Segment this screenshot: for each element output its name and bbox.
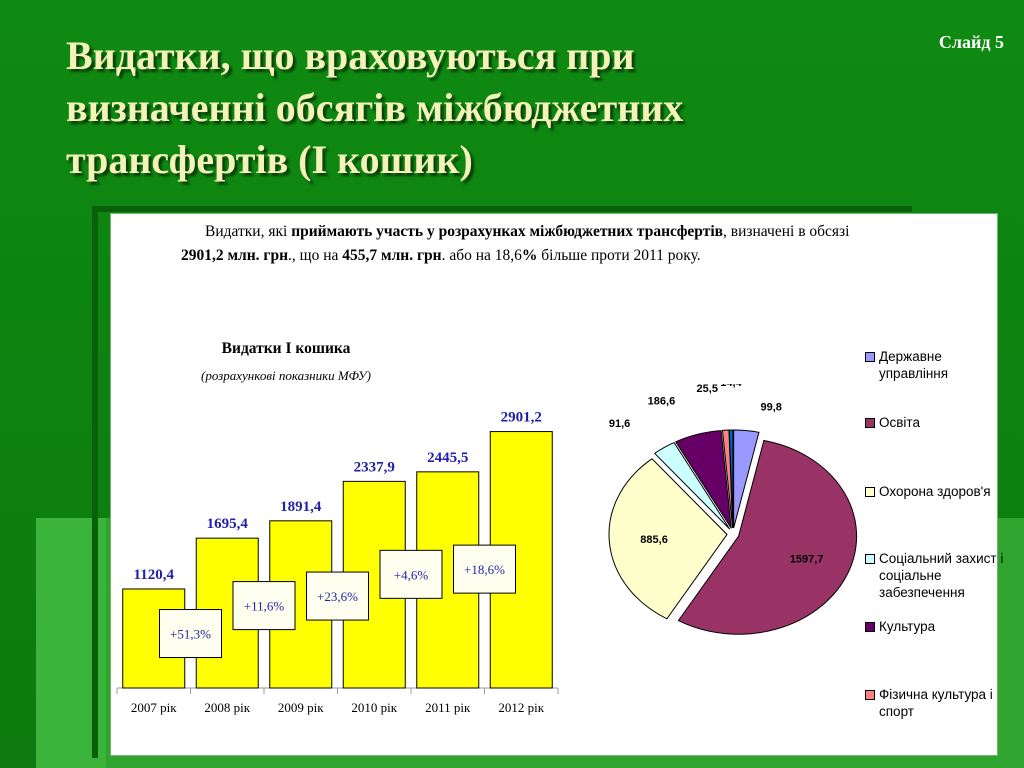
- pie-slice-label: 186,6: [648, 396, 676, 408]
- growth-box: [306, 571, 369, 621]
- intro-bold-1: приймають участь у розрахунках міжбюджет…: [291, 223, 724, 240]
- intro-paragraph: Видатки, які приймають участь у розрахун…: [181, 220, 881, 268]
- pie-slice-label: 885,6: [640, 534, 668, 546]
- legend-item-sport: Фізична культура і спорт: [865, 686, 1009, 720]
- bar-value-label: 1120,4: [134, 567, 175, 583]
- pie-slice: [733, 429, 760, 529]
- growth-label: +18,6%: [464, 562, 505, 577]
- bar-chart-subtitle: (розрахункові показники МФУ): [201, 368, 371, 383]
- intro-bold-amount: 2901,2 млн. грн: [181, 247, 289, 264]
- intro-text-2: , визначені в обсязі: [723, 223, 850, 240]
- legend-label: Освіта: [879, 415, 920, 430]
- intro-text-1: Видатки, які: [205, 223, 292, 240]
- legend-item-public-administration: Державне управління: [865, 348, 1009, 382]
- legend-item-education: Освіта: [865, 414, 1009, 431]
- intro-text-3: ., що на: [288, 247, 343, 264]
- content-panel: Видатки, які приймають участь у розрахун…: [110, 213, 1003, 756]
- intro-text-4: . або на 18,6: [441, 247, 522, 264]
- legend-item-culture: Культура: [865, 618, 1009, 635]
- bar-value-label: 1891,4: [280, 499, 322, 515]
- pie-slice-label: 1597,7: [790, 553, 824, 565]
- growth-label: +51,3%: [170, 627, 211, 642]
- pie-slice: [728, 429, 734, 529]
- growth-box: [159, 609, 222, 659]
- x-tick-label: 2010 рік: [351, 700, 397, 715]
- bar-chart: 1120,4 2007 рік 1695,4 2008 рік 1891,4 2009 р…: [116, 410, 559, 715]
- growth-box: [453, 544, 516, 594]
- growth-box: [232, 581, 296, 631]
- growth-box: [379, 549, 443, 599]
- pie-slice: [608, 458, 728, 620]
- legend-swatch: [865, 554, 875, 564]
- legend-swatch: [865, 690, 875, 700]
- bar-value-label: 1695,4: [207, 516, 249, 532]
- pie-chart: 99,8 1597,7 885,6 91,6 186,6 25,514,4: [608, 384, 858, 635]
- pie-slice-label: 14,4: [720, 384, 742, 389]
- legend-swatch: [865, 418, 875, 428]
- x-tick-label: 2007 рік: [131, 700, 177, 715]
- panel-shadow-left: [92, 206, 98, 758]
- legend-swatch: [865, 622, 875, 632]
- pie-slice-label: 91,6: [609, 418, 630, 430]
- legend-swatch: [865, 487, 875, 497]
- intro-bold-percent: %: [521, 247, 538, 264]
- bar-value-label: 2337,9: [354, 459, 395, 475]
- intro-text-5: більше проти 2011 року.: [537, 247, 701, 264]
- legend-label: Охорона здоров'я: [879, 484, 991, 499]
- growth-label: +23,6%: [317, 589, 358, 604]
- growth-label: +4,6%: [394, 567, 429, 582]
- pie-slice: [677, 439, 858, 635]
- bar-value-label: 2445,5: [427, 450, 468, 466]
- panel-shadow-top: [92, 206, 912, 212]
- slide-number: Слайд 5: [938, 32, 1004, 52]
- slide-title: Видатки, що враховуються при визначенні …: [66, 33, 684, 182]
- pie-slice-label: 99,8: [761, 402, 782, 414]
- legend-label: Соціальний захист і соціальне забезпечен…: [879, 551, 1004, 600]
- legend-label: Фізична культура і спорт: [879, 687, 993, 719]
- legend-item-health: Охорона здоров'я: [865, 483, 1009, 500]
- pie-slice: [653, 441, 731, 530]
- x-tick-label: 2009 рік: [278, 700, 324, 715]
- pie-slice-label: 25,5: [697, 384, 718, 395]
- growth-label: +11,6%: [244, 599, 285, 614]
- x-tick-label: 2012 рік: [498, 700, 544, 715]
- bar-chart-title: Видатки І кошика: [221, 340, 351, 357]
- x-tick-label: 2008 рік: [204, 700, 250, 715]
- bar-value-label: 2901,2: [501, 410, 542, 426]
- legend-item-social-protection: Соціальний захист і соціальне забезпечен…: [865, 550, 1009, 601]
- pie-slice: [674, 430, 732, 529]
- legend-label: Культура: [879, 619, 936, 634]
- legend-swatch: [865, 352, 875, 362]
- x-tick-label: 2011 рік: [425, 700, 471, 715]
- intro-bold-increase: 455,7 млн. грн: [342, 247, 442, 264]
- legend-label: Державне управління: [879, 349, 949, 381]
